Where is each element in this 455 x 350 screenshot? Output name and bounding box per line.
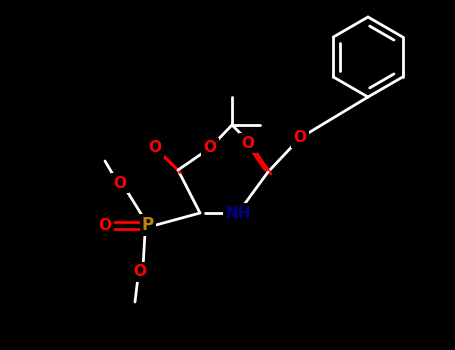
Text: O: O [148, 140, 162, 155]
Text: O: O [133, 265, 147, 280]
Text: O: O [98, 217, 111, 232]
Text: P: P [142, 216, 154, 234]
Text: O: O [113, 175, 126, 190]
Text: O: O [242, 135, 254, 150]
Text: NH: NH [225, 205, 251, 220]
Text: O: O [203, 140, 217, 155]
Text: O: O [293, 131, 307, 146]
